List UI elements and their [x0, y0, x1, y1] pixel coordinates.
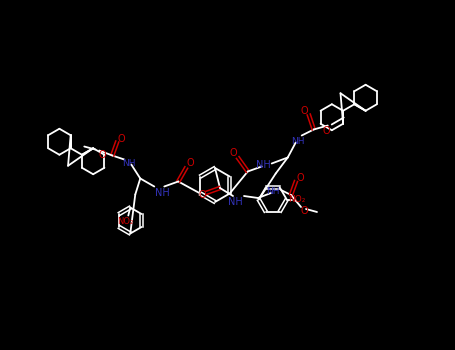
Text: NH: NH — [122, 159, 136, 168]
Text: O: O — [301, 105, 308, 116]
Text: O: O — [300, 206, 308, 216]
Text: NH: NH — [256, 161, 271, 170]
Text: O: O — [230, 148, 238, 159]
Text: O: O — [323, 126, 330, 135]
Text: O: O — [198, 190, 206, 200]
Text: NH: NH — [266, 188, 280, 196]
Text: NH: NH — [228, 197, 243, 207]
Text: O: O — [117, 133, 125, 143]
Text: O: O — [187, 159, 194, 168]
Text: O: O — [296, 173, 304, 183]
Text: NO₂: NO₂ — [117, 217, 133, 226]
Text: NH: NH — [291, 137, 304, 146]
Text: NH: NH — [155, 188, 170, 197]
Text: O: O — [98, 150, 106, 161]
Text: NO₂: NO₂ — [288, 195, 305, 204]
